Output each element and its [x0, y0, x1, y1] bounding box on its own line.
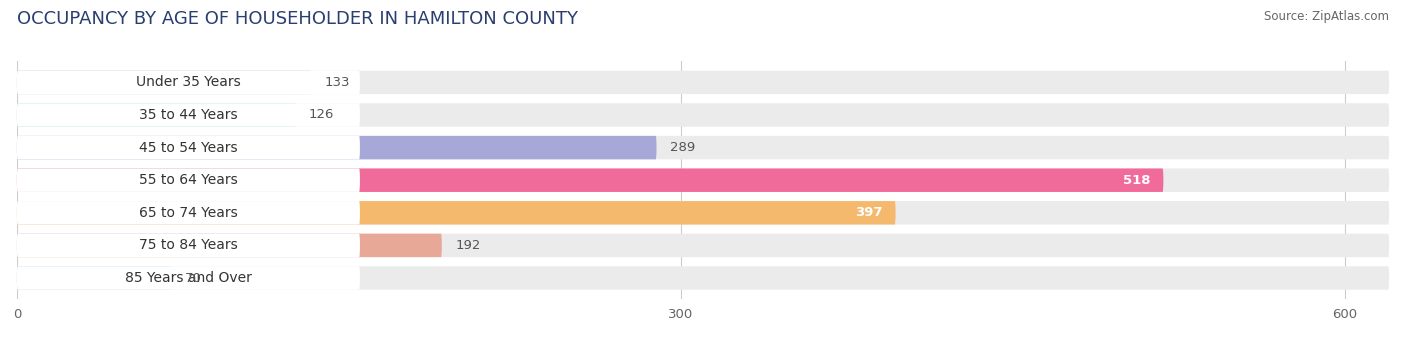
Text: 126: 126 — [309, 108, 335, 121]
Text: 65 to 74 Years: 65 to 74 Years — [139, 206, 238, 220]
Text: 45 to 54 Years: 45 to 54 Years — [139, 141, 238, 155]
FancyBboxPatch shape — [17, 266, 360, 290]
Text: 70: 70 — [186, 272, 202, 285]
FancyBboxPatch shape — [17, 71, 1389, 94]
FancyBboxPatch shape — [17, 103, 295, 127]
FancyBboxPatch shape — [17, 136, 360, 159]
FancyBboxPatch shape — [17, 234, 1389, 257]
Text: 75 to 84 Years: 75 to 84 Years — [139, 238, 238, 252]
FancyBboxPatch shape — [17, 234, 360, 257]
Text: 289: 289 — [669, 141, 695, 154]
FancyBboxPatch shape — [17, 234, 441, 257]
FancyBboxPatch shape — [17, 103, 360, 127]
FancyBboxPatch shape — [17, 201, 360, 224]
FancyBboxPatch shape — [17, 201, 896, 224]
FancyBboxPatch shape — [17, 71, 311, 94]
FancyBboxPatch shape — [17, 71, 360, 94]
FancyBboxPatch shape — [17, 103, 1389, 127]
FancyBboxPatch shape — [17, 168, 1163, 192]
FancyBboxPatch shape — [17, 201, 1389, 224]
Text: Source: ZipAtlas.com: Source: ZipAtlas.com — [1264, 10, 1389, 23]
Text: 35 to 44 Years: 35 to 44 Years — [139, 108, 238, 122]
Text: 55 to 64 Years: 55 to 64 Years — [139, 173, 238, 187]
Text: Under 35 Years: Under 35 Years — [136, 75, 240, 89]
FancyBboxPatch shape — [17, 136, 657, 159]
Text: 85 Years and Over: 85 Years and Over — [125, 271, 252, 285]
FancyBboxPatch shape — [17, 168, 1389, 192]
Text: 133: 133 — [325, 76, 350, 89]
Text: 518: 518 — [1122, 174, 1150, 187]
FancyBboxPatch shape — [17, 168, 360, 192]
Text: 397: 397 — [855, 206, 883, 219]
Text: OCCUPANCY BY AGE OF HOUSEHOLDER IN HAMILTON COUNTY: OCCUPANCY BY AGE OF HOUSEHOLDER IN HAMIL… — [17, 10, 578, 28]
FancyBboxPatch shape — [17, 266, 172, 290]
Text: 192: 192 — [456, 239, 481, 252]
FancyBboxPatch shape — [17, 136, 1389, 159]
FancyBboxPatch shape — [17, 266, 1389, 290]
